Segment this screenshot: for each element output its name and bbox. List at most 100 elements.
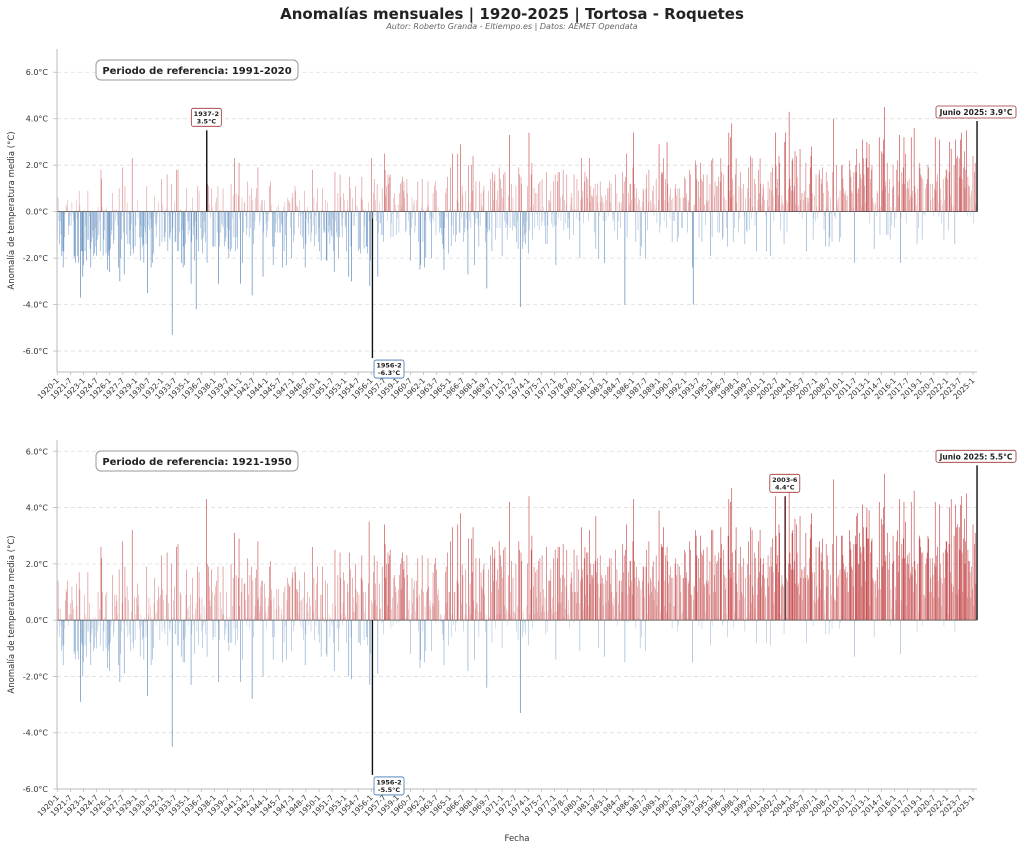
bar	[740, 591, 742, 621]
bar	[578, 211, 580, 221]
bar	[602, 606, 604, 621]
bar	[910, 572, 911, 621]
bar	[405, 617, 407, 621]
bar	[562, 169, 564, 212]
bar	[501, 566, 502, 621]
bar	[75, 583, 77, 621]
bar	[942, 204, 943, 212]
bar	[316, 202, 318, 212]
bar	[233, 620, 235, 629]
bar	[94, 620, 95, 649]
bar	[400, 563, 401, 621]
bar	[947, 211, 949, 231]
bar	[669, 603, 671, 621]
bar	[426, 589, 428, 621]
bar	[314, 620, 315, 640]
bar	[304, 211, 306, 268]
bar	[705, 211, 706, 226]
bar	[634, 183, 635, 212]
bar	[462, 195, 464, 212]
bar	[531, 162, 533, 212]
bar	[365, 591, 366, 621]
bar	[301, 211, 303, 238]
bar	[236, 620, 238, 629]
bar	[537, 611, 539, 621]
bar	[461, 211, 462, 219]
bar	[96, 211, 97, 256]
bar	[79, 589, 81, 621]
bar	[623, 193, 624, 212]
bar	[395, 209, 397, 212]
bar	[157, 211, 158, 214]
bar	[69, 614, 71, 621]
bar	[63, 211, 65, 252]
bar	[187, 211, 188, 221]
bar	[847, 591, 849, 621]
bar	[265, 211, 267, 224]
bar	[928, 538, 929, 621]
bar	[272, 211, 273, 247]
bar	[846, 577, 847, 621]
bar	[697, 591, 698, 621]
bar	[870, 179, 871, 212]
bar	[84, 620, 86, 646]
bar	[229, 617, 230, 621]
bar	[918, 211, 919, 228]
bar	[131, 211, 132, 224]
bar	[732, 179, 733, 212]
bar	[774, 591, 775, 621]
bar	[527, 186, 528, 212]
bar	[210, 606, 211, 621]
bar	[131, 158, 133, 212]
bar	[206, 211, 208, 263]
bar	[966, 493, 967, 621]
bar	[345, 211, 347, 226]
bar	[673, 606, 674, 621]
bar	[630, 561, 632, 621]
bar	[463, 620, 464, 632]
bar	[115, 606, 116, 621]
bar	[308, 211, 310, 235]
bar	[585, 594, 586, 621]
bar	[475, 181, 477, 212]
bar	[285, 211, 287, 266]
bar	[531, 535, 533, 621]
bar	[586, 575, 588, 621]
reference-box	[95, 450, 299, 472]
bar	[865, 527, 867, 621]
bar	[622, 172, 624, 212]
bar	[958, 158, 960, 212]
bar	[264, 583, 265, 621]
bar	[247, 558, 249, 621]
bar	[94, 211, 96, 228]
bar	[110, 620, 112, 626]
bar	[67, 620, 69, 626]
bar	[838, 575, 839, 621]
bar	[437, 589, 439, 621]
bar	[515, 186, 517, 212]
bar	[816, 586, 818, 621]
bar	[111, 211, 113, 231]
bar	[500, 179, 501, 212]
bar	[91, 620, 93, 629]
bar	[679, 575, 681, 621]
bar	[86, 211, 87, 261]
bar	[777, 179, 778, 212]
bar	[716, 186, 717, 212]
bar	[342, 211, 344, 219]
bar	[530, 207, 531, 212]
bar	[254, 211, 256, 221]
bar	[787, 202, 788, 212]
bar	[464, 211, 466, 228]
bar	[519, 549, 520, 621]
bar	[352, 211, 354, 226]
bar	[349, 176, 350, 212]
bar	[174, 211, 176, 242]
bar	[860, 552, 862, 621]
bar	[449, 209, 451, 212]
bar	[141, 620, 142, 626]
bar	[319, 620, 321, 643]
bar	[385, 195, 387, 212]
bar	[261, 580, 262, 621]
bar	[747, 188, 749, 212]
